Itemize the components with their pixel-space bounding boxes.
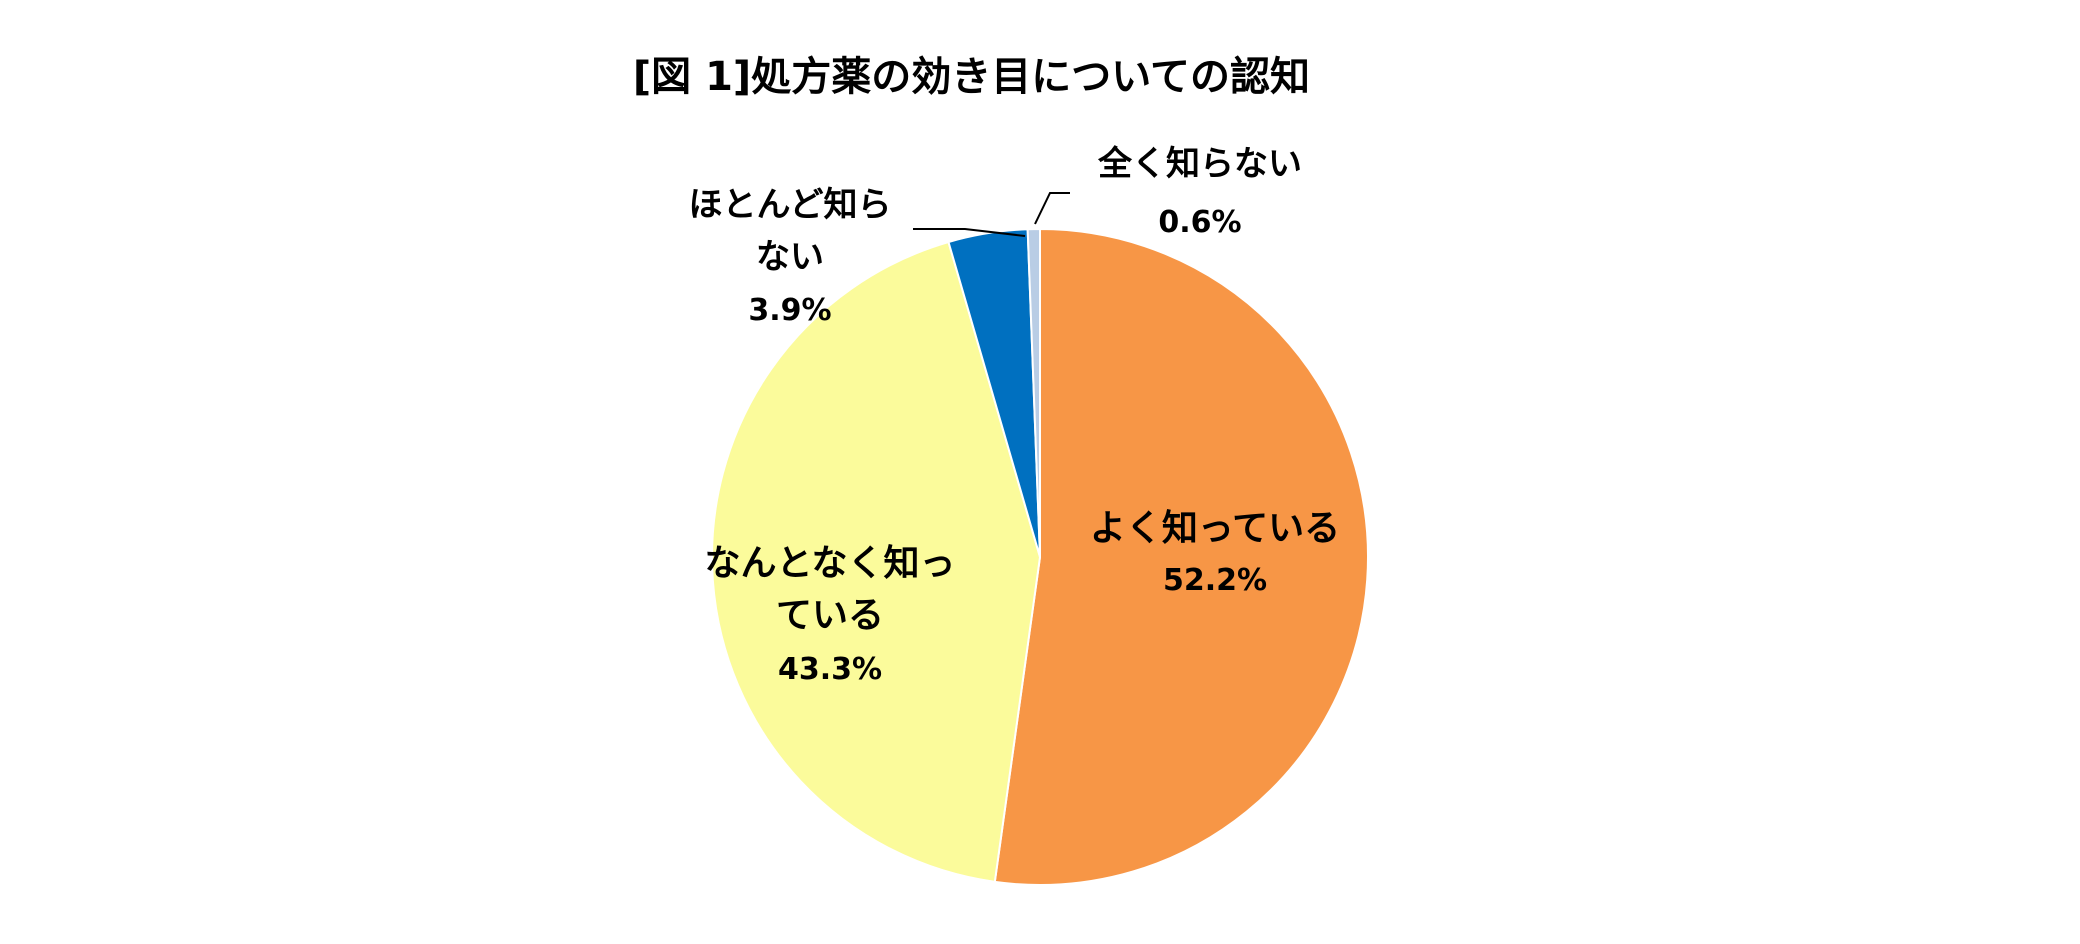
slice-1: [711, 240, 1042, 884]
slice-0: [993, 227, 1369, 886]
slice-3: [1026, 227, 1041, 558]
slice-label-1-line-0: なんとなく知っ: [705, 543, 956, 584]
slice-label-2-line-1: ない: [756, 237, 824, 277]
chart-title: [図 1]処方薬の効き目についての認知: [632, 54, 1310, 100]
slice-value-label-1: 43.3%: [778, 652, 882, 687]
slice-label-3-line-0: 全く知らない: [1097, 144, 1302, 184]
leader-line-2: [913, 228, 1026, 237]
slice-label-1-line-1: ている: [776, 595, 884, 636]
slice-value-label-3: 0.6%: [1158, 205, 1241, 240]
slice-value-label-2: 3.9%: [748, 293, 831, 328]
leader-lines: [913, 192, 1070, 237]
pie-slices: [711, 227, 1369, 886]
slice-label-0-line-0: よく知っている: [1090, 508, 1340, 549]
leader-line-3: [1034, 192, 1070, 225]
slice-label-2-line-0: ほとんど知ら: [689, 185, 892, 225]
slice-value-label-0: 52.2%: [1163, 563, 1267, 598]
